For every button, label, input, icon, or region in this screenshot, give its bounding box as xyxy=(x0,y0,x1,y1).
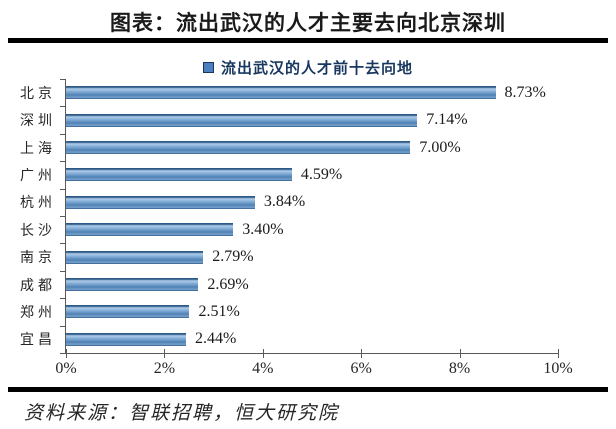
plot-area: 北京 8.73% 深圳 7.14% 上海 7.00% 广州 4.59% 杭州 3.84% 长沙 3.4… xyxy=(20,79,573,377)
bar-row: 南京 2.79% xyxy=(20,243,558,270)
value-label: 2.79% xyxy=(212,248,254,266)
bar-row: 杭州 3.84% xyxy=(20,189,558,216)
value-label: 2.44% xyxy=(195,330,237,348)
y-axis-tick xyxy=(60,161,66,163)
x-axis-label: 6% xyxy=(350,360,372,377)
bar-row: 郑州 2.51% xyxy=(20,298,558,325)
category-label: 上海 xyxy=(20,141,56,157)
category-label: 南京 xyxy=(20,251,56,267)
bar-row: 广州 4.59% xyxy=(20,161,558,188)
chart-title: 图表：流出武汉的人才主要去向北京深圳 xyxy=(110,11,506,35)
y-axis-tick xyxy=(60,353,66,354)
bar-rows: 北京 8.73% 深圳 7.14% 上海 7.00% 广州 4.59% 杭州 3.84% 长沙 3.4… xyxy=(20,79,558,353)
x-axis-label: 2% xyxy=(153,360,176,377)
legend-swatch-icon xyxy=(202,62,214,73)
value-label: 3.84% xyxy=(263,193,306,211)
x-axis-tick xyxy=(164,349,166,358)
x-axis-tick xyxy=(66,349,67,358)
bar-row: 长沙 3.40% xyxy=(20,216,558,243)
y-axis-tick xyxy=(60,79,66,80)
x-axis-label: 4% xyxy=(252,360,274,377)
bar-row: 宜昌 2.44% xyxy=(20,326,558,353)
category-label: 杭州 xyxy=(20,196,56,212)
value-label: 4.59% xyxy=(300,165,343,183)
y-axis-tick xyxy=(60,216,66,217)
x-axis-label: 10% xyxy=(543,360,573,377)
value-label: 7.00% xyxy=(419,138,461,156)
value-label: 2.51% xyxy=(198,302,240,320)
bar xyxy=(66,250,204,264)
source-note: 资料来源：智联招聘，恒大研究院 xyxy=(24,403,340,424)
value-label: 7.14% xyxy=(426,111,468,129)
legend: 流出武汉的人才前十去向地 xyxy=(0,57,616,78)
bar xyxy=(66,305,190,319)
bar xyxy=(66,195,255,209)
y-axis-tick xyxy=(60,325,66,327)
y-axis-tick xyxy=(60,298,66,300)
bar xyxy=(66,113,418,127)
bar-row: 上海 7.00% xyxy=(20,134,558,161)
bar xyxy=(66,332,187,346)
category-label: 郑州 xyxy=(20,305,56,321)
value-label: 8.73% xyxy=(504,83,546,101)
y-axis-tick xyxy=(60,270,66,272)
x-axis-tick xyxy=(558,349,559,358)
category-label: 长沙 xyxy=(20,223,56,239)
x-axis-tick xyxy=(459,349,461,358)
x-axis-tick xyxy=(262,349,264,358)
bar xyxy=(66,141,411,155)
bar-row: 北京 8.73% xyxy=(20,79,558,106)
category-label: 宜昌 xyxy=(20,333,56,349)
top-divider xyxy=(8,38,608,43)
y-axis-tick xyxy=(60,106,66,108)
y-axis-tick xyxy=(60,188,66,190)
bar-row: 成都 2.69% xyxy=(20,271,558,298)
bottom-divider xyxy=(8,387,608,392)
bar xyxy=(66,168,292,182)
category-label: 成都 xyxy=(20,278,56,294)
legend-label: 流出武汉的人才前十去向地 xyxy=(220,61,413,77)
x-axis-label: 8% xyxy=(448,360,471,377)
category-label: 广州 xyxy=(20,168,56,184)
bar xyxy=(66,278,199,292)
value-label: 3.40% xyxy=(242,220,284,238)
bar xyxy=(66,223,234,237)
value-label: 2.69% xyxy=(207,275,249,293)
y-axis-tick xyxy=(60,243,66,245)
bar xyxy=(66,86,496,100)
bar-row: 深圳 7.14% xyxy=(20,106,558,133)
x-axis-label: 0% xyxy=(55,360,77,377)
x-axis-tick xyxy=(361,349,363,358)
y-axis-tick xyxy=(60,133,66,135)
category-label: 深圳 xyxy=(20,114,56,130)
category-label: 北京 xyxy=(20,86,56,102)
